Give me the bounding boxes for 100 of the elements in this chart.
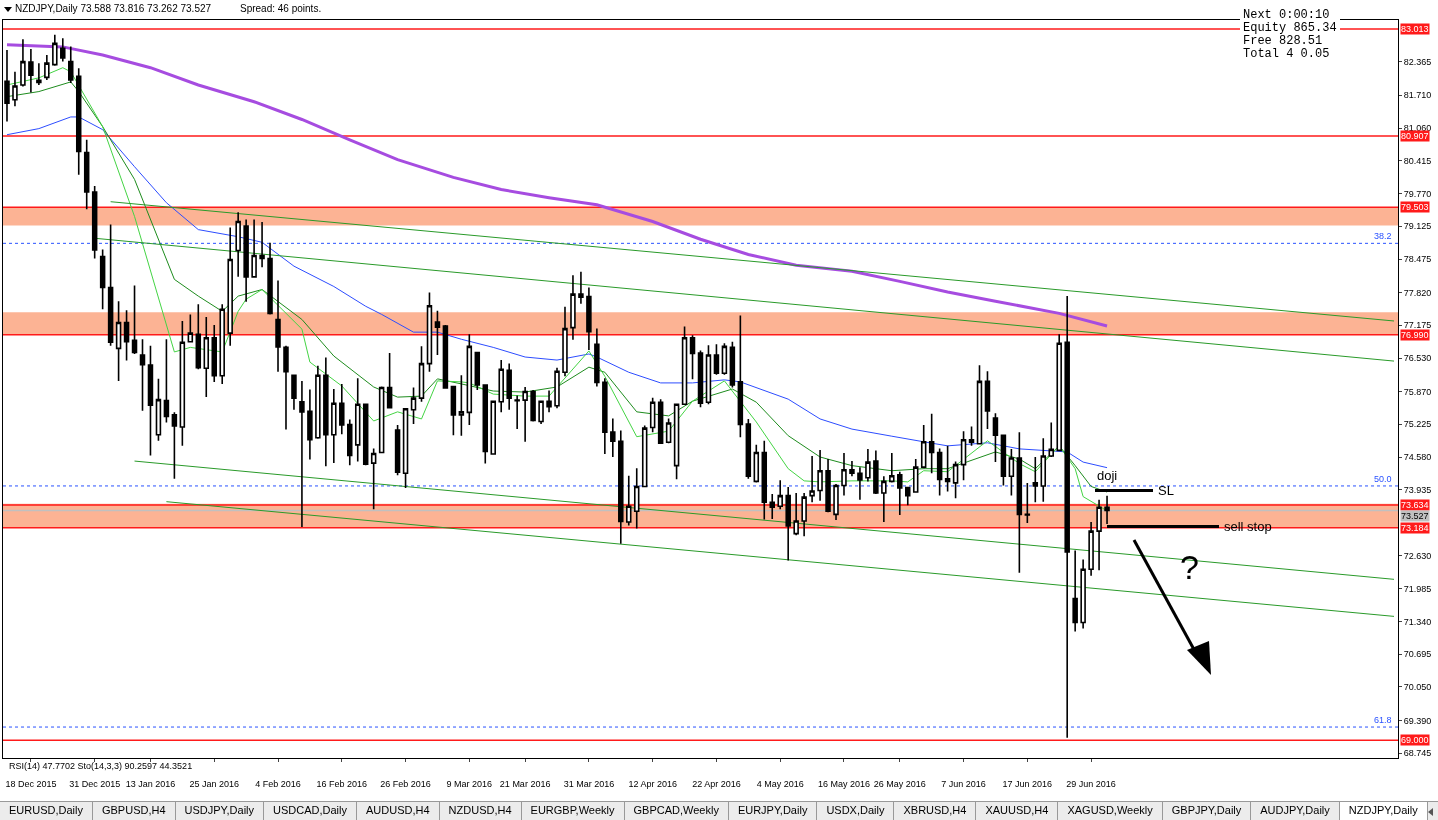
y-tick-label: 77.820: [1403, 287, 1432, 298]
ref-line-label: 80.907: [1401, 131, 1429, 141]
line-series: [5, 43, 1109, 328]
x-tick-label: 9 Mar 2016: [446, 778, 493, 789]
text: AUDUSD,H4: [357, 802, 440, 820]
text: RSI(14) 47.7702 Sto(14,3,3) 90.2597 44.3521: [9, 761, 193, 771]
text: USDCAD,Daily: [264, 802, 358, 820]
candlestick: [52, 33, 58, 67]
x-tick-label: 7 Jun 2016: [941, 778, 986, 789]
candlestick: [267, 242, 273, 316]
candlestick: [865, 448, 871, 483]
annotation: Total 4 0.05: [1243, 47, 1331, 61]
candlestick: [889, 452, 895, 484]
ref-line-label: 79.503: [1401, 202, 1429, 212]
x-tick-label: 4 May 2016: [756, 778, 804, 789]
candlestick: [952, 460, 959, 499]
candlestick: [1000, 434, 1007, 487]
x-tick-label: 31 Dec 2015: [69, 778, 121, 789]
candlestick: [36, 62, 42, 86]
y-tick-label: 75.225: [1403, 419, 1432, 430]
y-tick-label: 81.710: [1403, 90, 1432, 101]
candlestick: [673, 403, 680, 481]
x-tick-label: 26 Feb 2016: [380, 778, 431, 789]
candlestick: [331, 388, 337, 464]
candlestick: [490, 400, 496, 456]
x-tick-label: 13 Jan 2016: [125, 778, 176, 789]
candlestick: [139, 338, 146, 412]
candlestick: [235, 211, 241, 278]
y-tick-label: 78.475: [1403, 254, 1432, 265]
text: XAUUSD,H4: [976, 802, 1059, 820]
candlestick: [12, 70, 18, 108]
candlestick: [75, 67, 82, 176]
candlestick: [219, 303, 225, 385]
candlestick: [960, 430, 967, 482]
candlestick: [873, 449, 879, 495]
y-tick-label: 82.365: [1403, 57, 1432, 68]
x-tick-label: 18 Dec 2015: [5, 778, 57, 789]
x-tick-label: 25 Jan 2016: [189, 778, 240, 789]
candlestick: [450, 385, 457, 436]
candlestick: [514, 394, 520, 430]
candlestick: [1072, 549, 1078, 633]
candlestick: [737, 314, 744, 439]
candlestick: [1040, 437, 1047, 503]
candlestick: [394, 424, 401, 477]
candlestick: [291, 374, 297, 411]
annotation: 50.0: [1374, 474, 1392, 484]
candlestick: [530, 389, 536, 423]
candlestick: [586, 286, 592, 351]
candlestick: [522, 386, 528, 443]
candlestick: [1008, 448, 1015, 497]
candlestick: [849, 460, 855, 478]
candlestick: [1088, 521, 1094, 577]
candlestick: [44, 54, 50, 81]
candlestick: [91, 185, 98, 260]
candlestick: [243, 218, 249, 303]
candlestick: [203, 316, 210, 398]
candlestick: [83, 138, 90, 211]
candlestick: [458, 374, 465, 437]
candlestick: [920, 424, 927, 469]
candlestick: [482, 384, 489, 465]
candlestick: [968, 425, 975, 447]
candlestick: [474, 351, 481, 391]
candlestick: [147, 345, 154, 457]
text: NZDJPY,Daily: [1339, 802, 1428, 820]
candlestick: [936, 447, 943, 497]
candlestick: [195, 303, 202, 370]
candlestick: [434, 310, 441, 356]
candlestick: [825, 458, 831, 514]
candlestick: [299, 380, 305, 528]
candlestick: [466, 333, 473, 426]
candlestick: [562, 305, 568, 378]
candlestick: [179, 320, 186, 447]
chart-subtitle: Spread: 46 points.: [240, 3, 322, 14]
text: XBRUSD,H4: [894, 802, 977, 820]
candlestick: [259, 221, 265, 268]
candlestick: [928, 413, 935, 475]
ref-line-label: 73.184: [1401, 523, 1429, 533]
ref-line-label: 73.527: [1401, 511, 1429, 521]
candlestick: [1024, 482, 1031, 524]
text: USDX,Daily: [817, 802, 895, 820]
ref-line-label: 73.634: [1401, 500, 1429, 510]
candlestick: [809, 455, 815, 503]
candlestick: [618, 429, 624, 545]
candlestick: [386, 352, 393, 410]
candlestick: [506, 362, 512, 411]
candlestick: [554, 366, 560, 410]
candlestick: [123, 309, 130, 362]
candlestick: [713, 343, 720, 376]
candlestick: [354, 377, 361, 463]
candlestick: [857, 466, 863, 501]
candlestick: [131, 284, 138, 355]
candlestick: [1016, 431, 1023, 574]
candlestick: [442, 324, 449, 390]
candlestick: [426, 291, 433, 373]
x-tick-label: 12 Apr 2016: [628, 778, 677, 789]
candlestick: [347, 418, 353, 466]
candlestick: [20, 38, 26, 88]
candlestick: [60, 37, 66, 63]
x-tick-label: 21 Mar 2016: [499, 778, 551, 789]
candlestick: [187, 313, 194, 343]
